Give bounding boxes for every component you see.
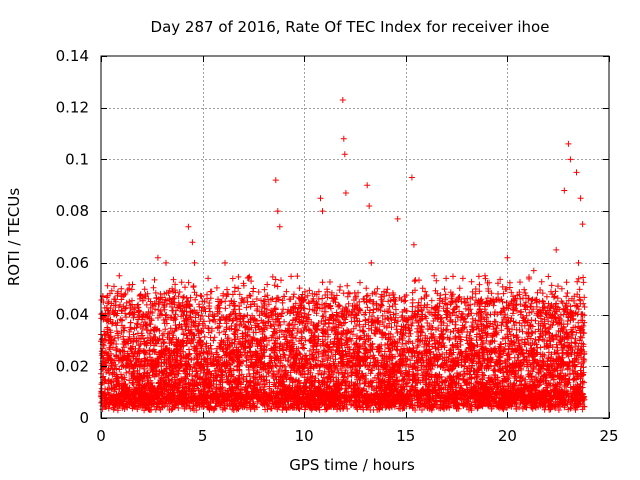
data-point — [116, 272, 123, 279]
data-point — [366, 203, 373, 209]
y-tick-label: 0.08 — [56, 202, 89, 220]
plot-frame — [100, 55, 610, 419]
y-tick-label: 0.04 — [56, 306, 89, 324]
y-tick-label: 0.02 — [56, 357, 89, 375]
data-point — [482, 272, 488, 279]
data-point — [573, 169, 580, 176]
data-point — [317, 195, 324, 202]
y-tick-label: 0.06 — [56, 254, 89, 272]
x-axis-ticks: 0 5 10 15 20 25 — [96, 56, 619, 445]
data-point — [272, 177, 279, 184]
x-tick-label: 10 — [295, 427, 314, 445]
data-point — [561, 187, 568, 194]
data-point — [408, 174, 415, 181]
data-point — [222, 259, 228, 266]
data-point — [577, 195, 584, 202]
data-point — [368, 259, 375, 266]
x-tick-label: 25 — [599, 427, 618, 445]
data-point — [340, 135, 347, 142]
data-point — [163, 259, 169, 266]
y-axis-label: ROTI / TECUs — [5, 188, 23, 286]
y-axis-ticks: 0 0.02 0.04 0.06 0.08 0.1 0.12 0.14 — [56, 47, 609, 427]
data-point — [565, 140, 572, 147]
data-points — [98, 97, 588, 414]
data-point — [342, 190, 349, 196]
data-point — [274, 208, 281, 215]
data-point — [185, 223, 192, 230]
data-point — [118, 285, 125, 292]
data-point — [575, 259, 582, 266]
y-tick-label: 0.14 — [56, 47, 89, 65]
data-point — [567, 156, 574, 163]
x-tick-label: 20 — [498, 427, 517, 445]
y-tick-label: 0.12 — [56, 99, 89, 117]
data-point — [530, 267, 537, 274]
y-tick-label: 0 — [79, 409, 89, 427]
data-point — [394, 215, 401, 222]
data-point — [154, 254, 161, 261]
data-point — [341, 151, 348, 158]
y-tick-label: 0.1 — [65, 150, 89, 168]
x-axis-label: GPS time / hours — [289, 456, 415, 474]
data-point — [553, 246, 560, 253]
x-tick-label: 5 — [198, 427, 208, 445]
x-tick-label: 15 — [396, 427, 415, 445]
data-point — [276, 223, 283, 230]
data-point — [191, 259, 198, 266]
data-point — [122, 290, 129, 297]
data-point — [410, 241, 417, 248]
data-point — [504, 254, 511, 261]
data-point — [169, 285, 176, 292]
data-point — [319, 208, 326, 215]
data-point — [579, 221, 586, 228]
data-point — [431, 272, 438, 279]
data-point — [364, 182, 371, 189]
data-point — [339, 97, 346, 103]
x-tick-label: 0 — [96, 427, 106, 445]
chart-title: Day 287 of 2016, Rate Of TEC Index for r… — [151, 18, 550, 36]
dense-point-band — [98, 273, 588, 414]
data-point — [189, 239, 196, 246]
